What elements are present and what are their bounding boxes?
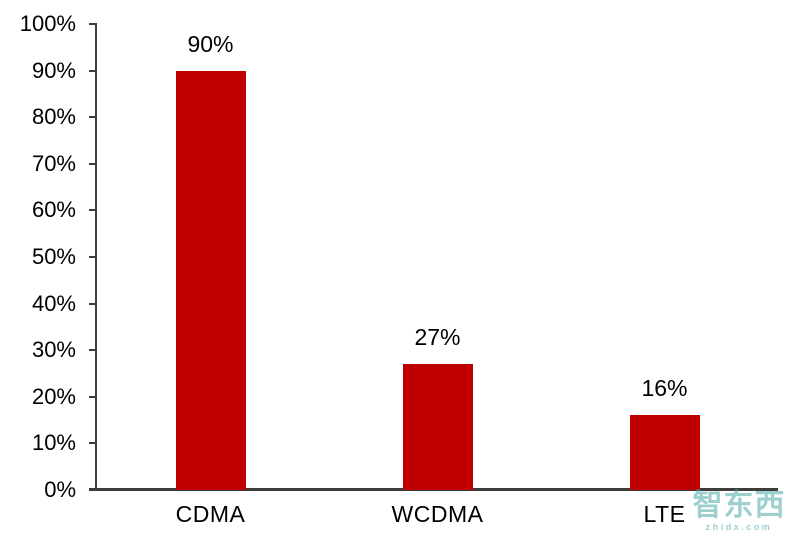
y-tick-label: 90% xyxy=(31,57,76,83)
bar-value-label: 27% xyxy=(414,324,461,351)
y-tick-mark xyxy=(89,116,97,119)
watermark-logo-text: 智东西 xyxy=(692,489,786,522)
y-tick-label: 80% xyxy=(31,104,76,130)
y-tick-label: 100% xyxy=(19,11,76,36)
bar xyxy=(402,364,473,490)
bar-value-label: 16% xyxy=(641,375,688,402)
bar xyxy=(629,415,700,490)
y-tick-label: 70% xyxy=(31,150,76,176)
watermark-site-text: zhidx.com xyxy=(705,522,773,532)
y-tick-label: 10% xyxy=(31,430,76,456)
y-tick-mark xyxy=(89,256,97,258)
watermark: 智东西 zhidx.com xyxy=(680,490,798,533)
bar-value-label: 90% xyxy=(187,30,234,57)
category-label: LTE xyxy=(643,501,686,527)
y-tick-mark xyxy=(89,349,97,352)
y-tick-label: 60% xyxy=(31,197,76,223)
y-tick-mark xyxy=(89,395,97,398)
y-tick-label: 0% xyxy=(44,477,76,502)
y-tick-label: 20% xyxy=(31,383,76,409)
category-label: WCDMA xyxy=(391,501,484,527)
bar xyxy=(175,70,246,490)
y-tick-mark xyxy=(89,23,97,25)
y-tick-mark xyxy=(89,442,97,445)
y-tick-label: 30% xyxy=(31,337,76,363)
y-tick-label: 50% xyxy=(31,244,76,269)
y-tick-mark xyxy=(89,302,97,305)
y-tick-mark xyxy=(89,69,97,72)
y-tick-mark xyxy=(89,489,97,491)
y-tick-mark xyxy=(89,162,97,165)
category-label: CDMA xyxy=(175,501,246,527)
y-tick-mark xyxy=(89,209,97,212)
y-tick-label: 40% xyxy=(31,290,76,316)
